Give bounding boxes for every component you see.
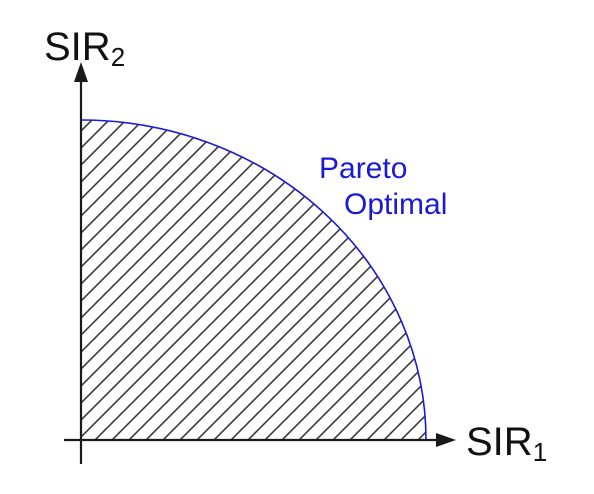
hatch-line: [261, 120, 426, 440]
y-axis-label-subscript: 2: [111, 42, 125, 72]
hatch-line: [0, 100, 78, 460]
hatch-line: [278, 120, 426, 440]
hatch-line: [432, 100, 594, 460]
x-axis-label-subscript: 1: [533, 437, 547, 467]
hatch-line: [159, 120, 426, 440]
x-axis-label: SIR1: [466, 420, 547, 467]
hatch-line: [81, 120, 249, 440]
hatch-line: [81, 120, 232, 440]
hatch-line: [0, 100, 61, 460]
pareto-boundary-curve: [80, 119, 427, 441]
hatch-line: [81, 120, 181, 440]
hatch-line: [329, 120, 426, 440]
hatch-line: [81, 120, 300, 440]
y-axis-label-main: SIR: [44, 25, 111, 69]
hatch-line: [295, 120, 426, 440]
hatch-line: [142, 120, 426, 440]
x-axis-label-main: SIR: [466, 420, 533, 464]
hatch-line: [81, 120, 266, 440]
hatch-line: [125, 120, 426, 440]
hatch-line: [81, 120, 164, 440]
pareto-label-line1: Pareto: [319, 152, 407, 185]
hatch-line: [312, 120, 426, 440]
y-axis-arrowhead: [74, 62, 88, 82]
achievable-region: [81, 120, 426, 440]
pareto-label-line2: Optimal: [344, 188, 447, 221]
y-axis-label: SIR2: [44, 25, 125, 72]
hatch-line: [176, 120, 426, 440]
hatch-line: [346, 120, 426, 440]
hatch-line: [81, 120, 198, 440]
hatch-line: [193, 120, 426, 440]
hatch-line: [414, 120, 426, 440]
hatch-line: [397, 120, 426, 440]
hatch-line: [81, 120, 283, 440]
hatch-line: [81, 120, 215, 440]
hatch-line: [81, 120, 147, 440]
x-axis-arrowhead: [436, 433, 456, 447]
